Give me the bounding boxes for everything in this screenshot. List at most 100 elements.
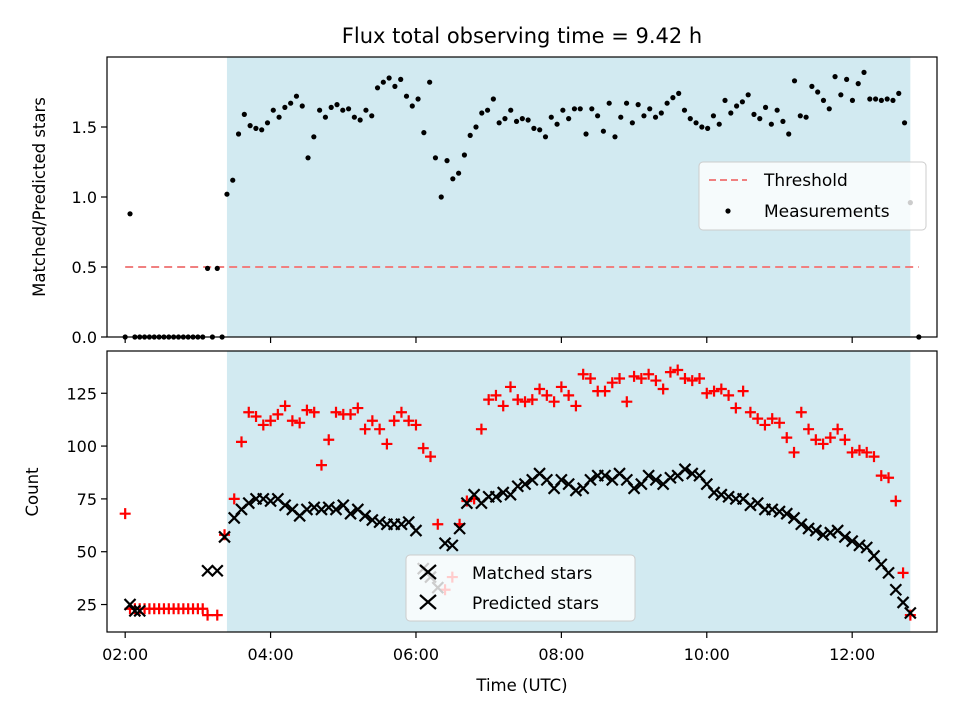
measurement-point — [421, 130, 427, 136]
measurement-point — [849, 97, 856, 103]
predicted-star-point — [773, 417, 785, 429]
matched-star-point — [518, 477, 532, 491]
matched-star-point — [307, 501, 321, 514]
bottom-x-ticks: 02:00 04:00 06:00 08:00 10:00 12:00 — [102, 632, 875, 664]
measurement-point — [734, 103, 740, 109]
measurement-point — [293, 93, 300, 99]
measurement-point — [728, 110, 734, 116]
x-tick-label: 12:00 — [829, 645, 875, 664]
predicted-star-point — [635, 372, 647, 384]
measurement-point — [224, 191, 230, 197]
predicted-star-point — [483, 394, 495, 406]
predicted-star-point — [541, 389, 553, 401]
predicted-star-point — [250, 410, 262, 422]
measurement-point — [351, 114, 357, 120]
predicted-star-point — [308, 406, 320, 418]
measurement-point — [745, 92, 751, 98]
measurement-point — [716, 121, 722, 127]
top-panel: 0.0 0.5 1.0 1.5 Matched/Predicted stars Thr… — [30, 56, 938, 347]
matched-star-point — [889, 583, 903, 597]
matched-star-point — [201, 564, 214, 578]
measurement-point — [525, 117, 531, 123]
predicted-star-point — [861, 446, 873, 458]
measurement-point — [867, 96, 873, 102]
measurement-point — [253, 125, 259, 131]
predicted-star-point — [694, 372, 706, 384]
predicted-star-point — [715, 383, 727, 395]
measurement-point — [844, 76, 850, 82]
predicted-star-point — [352, 402, 364, 414]
top-y-axis-label: Matched/Predicted stars — [30, 97, 49, 297]
predicted-star-point — [701, 387, 713, 399]
measurement-point — [705, 125, 711, 131]
matched-star-point — [264, 494, 277, 508]
matched-star-point — [322, 501, 336, 514]
measurement-point — [204, 265, 211, 271]
matched-stars-points — [123, 463, 917, 620]
predicted-star-point — [883, 472, 895, 484]
matched-star-point — [358, 509, 372, 523]
predicted-star-point — [599, 385, 611, 397]
matched-star-point — [584, 473, 597, 487]
matched-star-point — [373, 515, 386, 529]
matched-star-point — [210, 564, 224, 578]
measurement-point — [264, 120, 271, 126]
measurement-point — [826, 106, 832, 112]
predicted-star-point — [294, 417, 306, 429]
measurement-point — [345, 106, 352, 112]
measurement-point — [403, 93, 410, 99]
measurement-point — [548, 114, 554, 120]
matched-star-point — [802, 522, 815, 535]
predicted-star-point — [810, 434, 822, 446]
measurement-point — [797, 113, 803, 119]
top-y-ticks: 0.0 0.5 1.0 1.5 — [72, 118, 107, 347]
matched-star-point — [315, 503, 328, 516]
predicted-star-point — [119, 508, 131, 520]
top-y-tick-label: 0.5 — [72, 258, 97, 277]
matched-star-point — [344, 507, 357, 520]
predicted-star-point — [504, 381, 516, 393]
bottom-y-tick-label: 75 — [77, 490, 97, 509]
predicted-star-point — [563, 389, 575, 401]
measurement-point — [658, 110, 664, 116]
matched-star-point — [904, 606, 917, 620]
measurement-point — [560, 107, 566, 113]
bottom-legend: Matched stars Predicted stars — [405, 554, 636, 622]
measurement-point — [566, 116, 572, 122]
matched-star-point — [896, 596, 910, 609]
bottom-axes-frame — [106, 350, 938, 633]
legend-measurements-label: Measurements — [764, 202, 890, 222]
measurement-point — [496, 120, 502, 126]
measurement-point — [241, 111, 247, 117]
predicted-star-point — [286, 415, 298, 427]
measurement-point — [861, 69, 867, 75]
predicted-star-point — [425, 451, 437, 463]
measurements-points — [122, 69, 922, 340]
measurement-point — [334, 102, 340, 108]
measurement-point — [438, 194, 444, 200]
measurement-point — [681, 107, 688, 113]
matched-star-point — [395, 517, 408, 531]
bottom-y-tick-label: 100 — [66, 437, 97, 456]
matched-star-point — [446, 539, 459, 552]
measurement-point — [259, 127, 265, 133]
x-tick-label: 10:00 — [684, 645, 730, 664]
predicted-star-point — [197, 603, 209, 615]
predicted-star-point — [708, 385, 720, 397]
measurement-point — [282, 104, 288, 110]
x-tick-label: 02:00 — [102, 645, 148, 664]
measurement-point — [542, 134, 549, 140]
legend-threshold-label: Threshold — [763, 171, 848, 191]
measurement-point — [687, 116, 693, 122]
matched-star-point — [242, 496, 256, 510]
measurement-point — [444, 158, 450, 164]
measurement-point — [890, 97, 896, 103]
predicted-star-point — [766, 413, 778, 425]
bottom-legend-box — [405, 554, 636, 622]
x-axis-label: Time (UTC) — [475, 676, 567, 695]
measurement-point — [652, 114, 659, 120]
predicted-star-point — [243, 406, 255, 418]
measurement-point — [815, 89, 821, 95]
measurement-point — [380, 79, 386, 85]
predicted-star-point — [875, 470, 887, 482]
